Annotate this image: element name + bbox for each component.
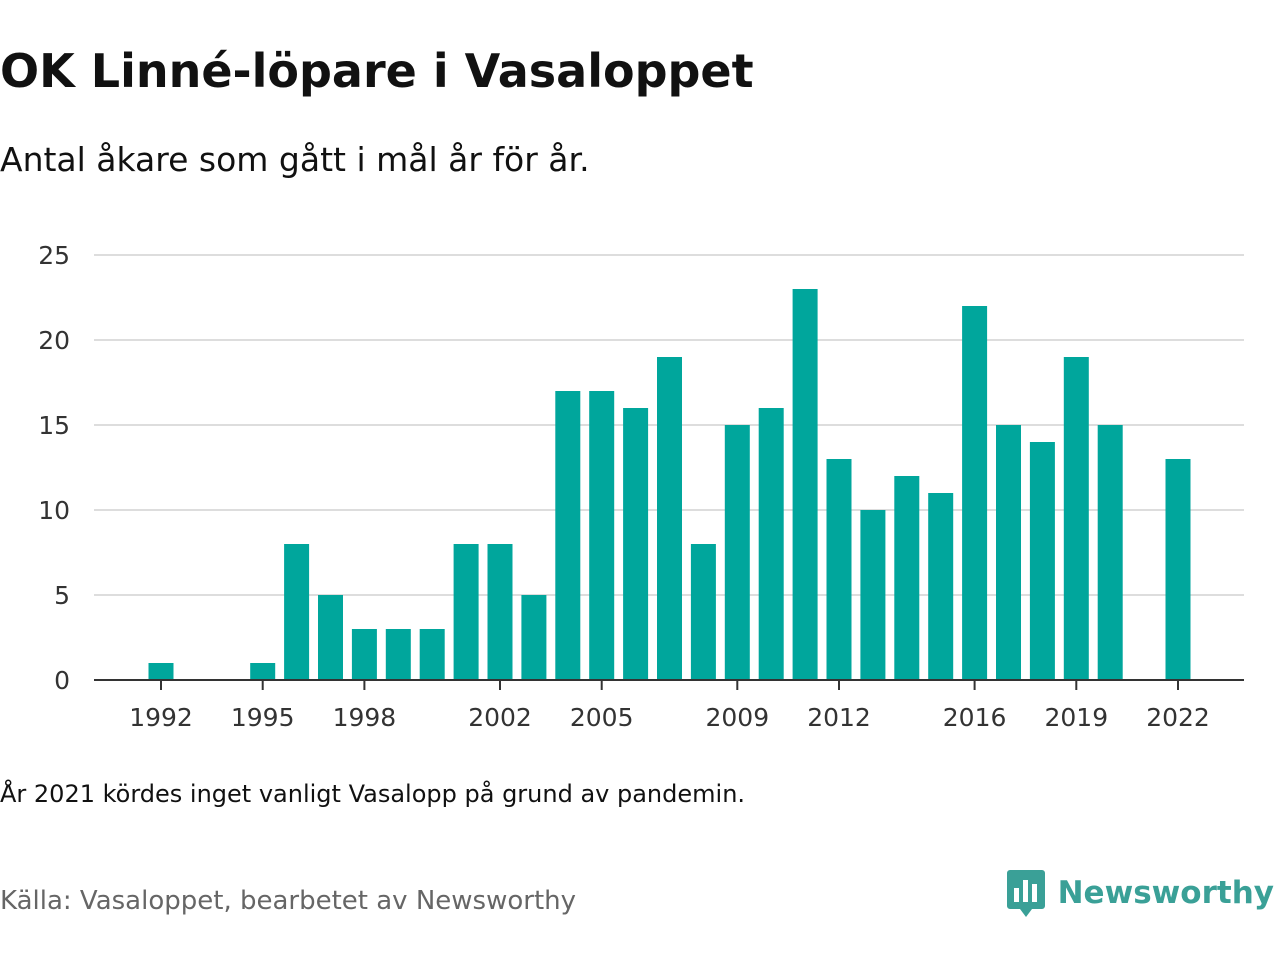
y-tick-label-15: 15 (38, 411, 70, 440)
bar-2009 (724, 425, 750, 680)
tick-labels: 0 5 10 15 20 25 1992 1995 1998 2002 2005 2009 2012 20… (38, 241, 1210, 732)
bar-2011 (792, 289, 818, 680)
bar-1999 (385, 629, 411, 680)
x-tick-label-2005: 2005 (570, 703, 634, 732)
bar-2016 (962, 306, 988, 680)
y-tick-label-5: 5 (54, 581, 70, 610)
bar-2012 (826, 459, 852, 680)
y-tick-label-0: 0 (54, 666, 70, 695)
bar-2006 (623, 408, 649, 680)
bar-2010 (758, 408, 784, 680)
bar-1992 (148, 663, 174, 680)
newsworthy-logo-icon (1006, 870, 1045, 917)
bar-2003 (521, 595, 547, 680)
x-tick-label-2002: 2002 (468, 703, 532, 732)
bar-2014 (894, 476, 920, 680)
bar-2017 (996, 425, 1021, 680)
bar-1997 (318, 595, 343, 680)
x-tick-label-1995: 1995 (231, 703, 295, 732)
bar-2005 (589, 391, 615, 680)
bar-1998 (351, 629, 377, 680)
bar-2001 (453, 544, 479, 680)
bar-2007 (657, 357, 682, 680)
bars (148, 289, 1191, 680)
chart-note: År 2021 kördes inget vanligt Vasalopp på… (0, 780, 746, 808)
bar-1995 (250, 663, 276, 680)
bar-2013 (860, 510, 886, 680)
bar-2018 (1029, 442, 1055, 680)
bar-2020 (1097, 425, 1123, 680)
bar-2000 (419, 629, 445, 680)
chart-subtitle: Antal åkare som gått i mål år för år. (0, 140, 590, 179)
brand-name: Newsworthy (1057, 875, 1274, 911)
x-tick-label-2016: 2016 (943, 703, 1007, 732)
source-credit: Källa: Vasaloppet, bearbetet av Newswort… (0, 886, 576, 916)
axes (94, 679, 1244, 690)
bar-2015 (928, 493, 954, 680)
bar-2002 (487, 544, 513, 680)
y-tick-label-10: 10 (38, 496, 70, 525)
chart-title: OK Linné-löpare i Vasaloppet (0, 44, 754, 98)
brand-logo: Newsworthy (1006, 868, 1274, 918)
x-tick-label-2009: 2009 (705, 703, 769, 732)
bar-1996 (284, 544, 310, 680)
x-tick-label-2012: 2012 (807, 703, 871, 732)
bar-chart: 0 5 10 15 20 25 1992 1995 1998 2002 2005 2009 2012 20… (38, 241, 1244, 732)
bar-2008 (690, 544, 716, 680)
bar-2004 (555, 391, 581, 680)
y-tick-label-20: 20 (38, 326, 70, 355)
bar-2022 (1165, 459, 1191, 680)
bar-2019 (1063, 357, 1089, 680)
y-tick-label-25: 25 (38, 241, 70, 270)
x-tick-label-2019: 2019 (1044, 703, 1108, 732)
x-tick-label-2022: 2022 (1146, 703, 1210, 732)
x-tick-label-1998: 1998 (333, 703, 397, 732)
x-tick-label-1992: 1992 (129, 703, 193, 732)
